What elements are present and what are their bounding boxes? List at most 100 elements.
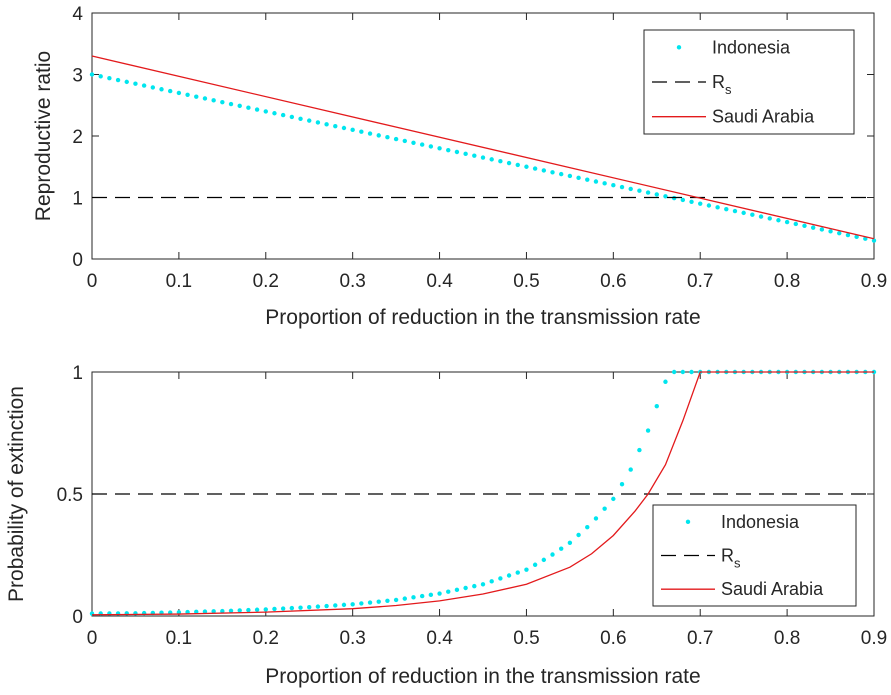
x-tick-label: 0.8 — [774, 271, 800, 292]
series-indonesia-point — [202, 609, 208, 614]
legend-label: Saudi Arabia — [721, 579, 824, 599]
legend-label-subscript: s — [734, 556, 741, 571]
series-indonesia-point — [715, 205, 720, 210]
series-indonesia-point — [393, 597, 399, 603]
x-tick-label: 0.9 — [861, 628, 887, 649]
series-indonesia-point — [837, 230, 842, 236]
series-indonesia-point — [376, 133, 381, 138]
x-tick-label: 0.5 — [513, 271, 539, 292]
series-indonesia-point — [637, 447, 642, 453]
legend-label: Rs — [712, 72, 732, 97]
series-indonesia-point — [506, 160, 512, 166]
series-indonesia-point — [463, 585, 468, 591]
series-indonesia-point — [341, 602, 347, 608]
y-tick-label: 2 — [72, 127, 83, 148]
series-indonesia-point — [559, 171, 564, 177]
series-indonesia-point — [863, 236, 868, 241]
y-tick-label: 0.5 — [57, 485, 83, 506]
series-indonesia-point — [480, 155, 486, 160]
series-indonesia-point — [472, 583, 477, 589]
series-indonesia-point — [124, 79, 129, 85]
series-indonesia-point — [654, 192, 659, 197]
series-indonesia-point — [419, 593, 425, 599]
series-indonesia-point — [367, 600, 373, 605]
series-indonesia-point — [307, 118, 312, 123]
series-indonesia-point — [254, 607, 260, 612]
y-axis-label: Reproductive ratio — [32, 51, 55, 221]
legend-marker-dot — [676, 45, 682, 50]
x-tick-label: 0 — [87, 628, 98, 649]
series-indonesia-point — [159, 87, 164, 92]
series-indonesia-point — [150, 85, 156, 90]
series-indonesia-point — [776, 218, 781, 223]
series-indonesia-point — [463, 151, 468, 157]
legend-label-text: R — [712, 72, 725, 92]
series-indonesia-point — [871, 238, 877, 243]
y-tick-label: 4 — [72, 4, 83, 25]
series-indonesia-point — [671, 369, 677, 375]
series-indonesia-point — [802, 223, 807, 228]
series-indonesia-point — [133, 81, 138, 86]
series-indonesia-point — [428, 144, 434, 149]
series-indonesia-point — [784, 219, 790, 225]
series-indonesia-point — [472, 153, 477, 158]
series-indonesia-point — [185, 92, 190, 97]
series-indonesia-point — [767, 216, 772, 221]
series-indonesia-point — [176, 90, 182, 96]
x-tick-label: 0.3 — [339, 271, 365, 292]
series-indonesia-point — [376, 599, 381, 604]
series-indonesia-point — [619, 482, 625, 487]
series-indonesia-point — [89, 72, 95, 77]
x-tick-label: 0.2 — [253, 271, 279, 292]
series-indonesia-point — [567, 540, 573, 545]
series-indonesia-point — [324, 122, 329, 127]
series-indonesia-point — [228, 608, 234, 613]
series-indonesia-point — [645, 428, 651, 433]
legend-label: Indonesia — [721, 512, 800, 532]
chart-1: 0 0.1 0.2 0.3 0.4 0.5 0.6 0.7 0.8 0.9 0 1 2 3 4 Proport… — [32, 4, 887, 329]
y-tick-label: 0 — [72, 250, 83, 271]
x-tick-label: 0.3 — [339, 628, 365, 649]
series-indonesia-point — [194, 94, 199, 99]
y-tick-label: 1 — [72, 189, 83, 210]
legend-label: Indonesia — [712, 37, 791, 57]
series-indonesia-point — [845, 232, 851, 238]
series-indonesia-point — [698, 201, 703, 206]
series-indonesia-point — [576, 175, 581, 181]
series-indonesia-point — [524, 567, 529, 572]
series-indonesia-point — [498, 159, 503, 164]
series-saudi-arabia-line — [91, 371, 874, 616]
series-indonesia-point — [289, 114, 295, 120]
series-indonesia-point — [367, 131, 373, 136]
series-indonesia-point — [98, 74, 103, 79]
series-indonesia-point — [628, 467, 633, 472]
x-tick-label: 0.2 — [253, 628, 279, 649]
series-indonesia-point — [263, 109, 268, 114]
series-indonesia-point — [854, 234, 859, 240]
series-indonesia-point — [107, 75, 112, 81]
series-indonesia-point — [680, 197, 686, 203]
series-indonesia-point — [385, 135, 390, 140]
x-tick-label: 0.7 — [687, 271, 713, 292]
x-tick-label: 0.7 — [687, 628, 713, 649]
x-tick-label: 0.1 — [166, 271, 192, 292]
series-indonesia-point — [350, 602, 355, 607]
series-indonesia-point — [237, 103, 242, 109]
series-indonesia-point — [341, 125, 347, 131]
y-tick-label: 0 — [72, 607, 83, 628]
series-saudi-arabia-line — [91, 55, 875, 240]
series-indonesia-point — [689, 369, 694, 375]
series-indonesia-point — [141, 83, 147, 88]
x-tick-label: 0 — [87, 271, 98, 292]
legend-label-text: Indonesia — [712, 37, 791, 57]
series-indonesia-point — [115, 77, 121, 83]
series-indonesia-point — [706, 203, 712, 208]
series-indonesia-point — [168, 88, 173, 94]
series-indonesia-point — [454, 149, 460, 155]
series-indonesia-point — [489, 157, 494, 162]
series-indonesia-point — [758, 214, 764, 219]
series-indonesia-point — [602, 506, 607, 511]
series-indonesia-point — [402, 138, 407, 144]
series-indonesia-point — [541, 557, 547, 563]
legend-label-text: Indonesia — [721, 512, 800, 532]
